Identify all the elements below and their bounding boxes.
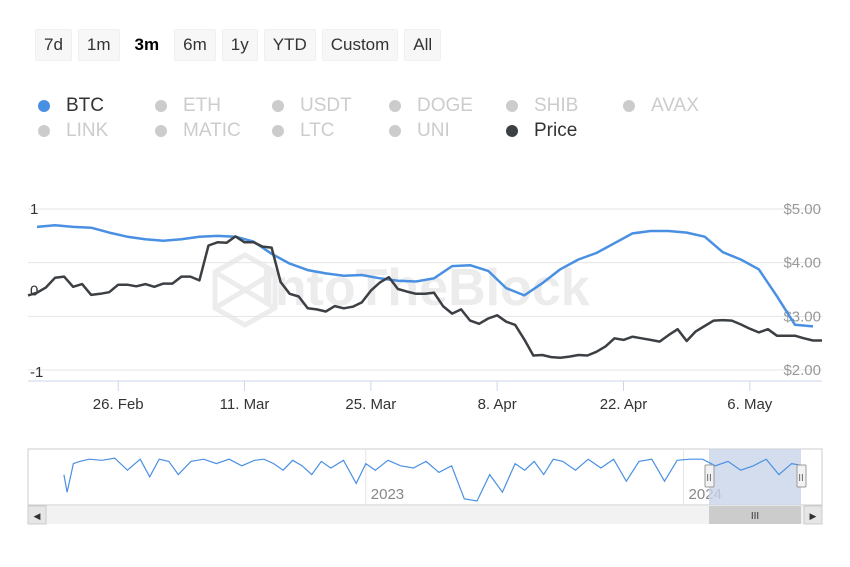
- legend-label: MATIC: [183, 119, 241, 141]
- navigator-year-label: 2023: [371, 486, 404, 503]
- y-right-tick-label: $4.00: [783, 255, 821, 272]
- legend-item-doge[interactable]: DOGE: [389, 95, 506, 116]
- range-button-1y[interactable]: 1y: [221, 29, 258, 61]
- legend-item-btc[interactable]: BTC: [38, 95, 155, 116]
- legend-dot-icon: [506, 124, 518, 137]
- legend-label: ETH: [183, 94, 221, 116]
- scrollbar-track[interactable]: [28, 506, 822, 524]
- legend-label: SHIB: [534, 94, 579, 116]
- y-right-tick-label: $2.00: [783, 362, 821, 379]
- legend-item-usdt[interactable]: USDT: [272, 95, 389, 116]
- y-right-tick-label: $5.00: [783, 201, 821, 218]
- watermark-logo: [212, 252, 278, 328]
- legend-dot-icon: [506, 99, 518, 112]
- series-line-btc: [36, 224, 814, 328]
- legend-dot-icon: [623, 99, 635, 112]
- x-tick-label: 26. Feb: [93, 396, 144, 413]
- range-button-custom[interactable]: Custom: [321, 29, 399, 61]
- navigator-left-handle[interactable]: II: [704, 464, 715, 488]
- legend-label: Price: [534, 119, 578, 141]
- legend-dot-icon: [272, 99, 284, 112]
- scroll-grip-icon: III: [751, 511, 759, 522]
- range-button-3m[interactable]: 3m: [125, 29, 169, 61]
- handle-grip-icon: II: [798, 473, 804, 484]
- arrow-right-icon: ▶: [810, 511, 817, 521]
- x-tick-label: 11. Mar: [220, 396, 270, 413]
- x-tick-label: 8. Apr: [478, 396, 517, 413]
- legend: BTC ETH USDT DOGE SHIB AVAX LINK MATIC LTC UNI Pri…: [38, 95, 818, 141]
- navigator-selection[interactable]: [709, 449, 801, 505]
- legend-item-uni[interactable]: UNI: [389, 120, 506, 141]
- range-selector: 7d 1m 3m 6m 1y YTD Custom All: [35, 29, 442, 61]
- y-left-tick-label: 1: [30, 201, 38, 218]
- legend-item-matic[interactable]: MATIC: [155, 120, 272, 141]
- range-button-ytd[interactable]: YTD: [263, 29, 316, 61]
- navigator-series-line: [63, 457, 805, 502]
- legend-label: UNI: [417, 119, 450, 141]
- legend-label: BTC: [66, 94, 104, 116]
- arrow-left-icon: ◀: [34, 511, 41, 521]
- scroll-left-button[interactable]: [27, 505, 47, 525]
- range-button-7d[interactable]: 7d: [35, 29, 72, 61]
- legend-dot-icon: [38, 124, 50, 137]
- scrollbar-thumb[interactable]: [709, 506, 801, 524]
- legend-dot-icon: [272, 124, 284, 137]
- legend-label: AVAX: [651, 94, 699, 116]
- legend-dot-icon: [389, 99, 401, 112]
- y-left-tick-label: -1: [30, 364, 43, 381]
- legend-item-link[interactable]: LINK: [38, 120, 155, 141]
- scroll-right-button[interactable]: [803, 505, 823, 525]
- y-left-tick-label: 0: [30, 283, 38, 300]
- x-tick-label: 22. Apr: [600, 396, 648, 413]
- legend-item-price[interactable]: Price: [506, 120, 623, 141]
- legend-item-eth[interactable]: ETH: [155, 95, 272, 116]
- range-button-all[interactable]: All: [404, 29, 442, 61]
- legend-dot-icon: [38, 99, 50, 112]
- handle-grip-icon: II: [706, 473, 712, 484]
- navigator-frame: [27, 448, 823, 506]
- range-button-1m[interactable]: 1m: [77, 29, 120, 61]
- legend-label: DOGE: [417, 94, 473, 116]
- legend-item-ltc[interactable]: LTC: [272, 120, 389, 141]
- legend-item-avax[interactable]: AVAX: [623, 95, 740, 116]
- legend-label: LTC: [300, 119, 335, 141]
- legend-label: LINK: [66, 119, 109, 141]
- legend-dot-icon: [389, 124, 401, 137]
- range-button-6m[interactable]: 6m: [174, 29, 216, 61]
- legend-label: USDT: [300, 94, 352, 116]
- legend-dot-icon: [155, 124, 167, 137]
- navigator-right-handle[interactable]: II: [796, 464, 807, 488]
- x-tick-label: 25. Mar: [345, 396, 396, 413]
- x-tick-label: 6. May: [727, 396, 773, 413]
- legend-item-shib[interactable]: SHIB: [506, 95, 623, 116]
- legend-dot-icon: [155, 99, 167, 112]
